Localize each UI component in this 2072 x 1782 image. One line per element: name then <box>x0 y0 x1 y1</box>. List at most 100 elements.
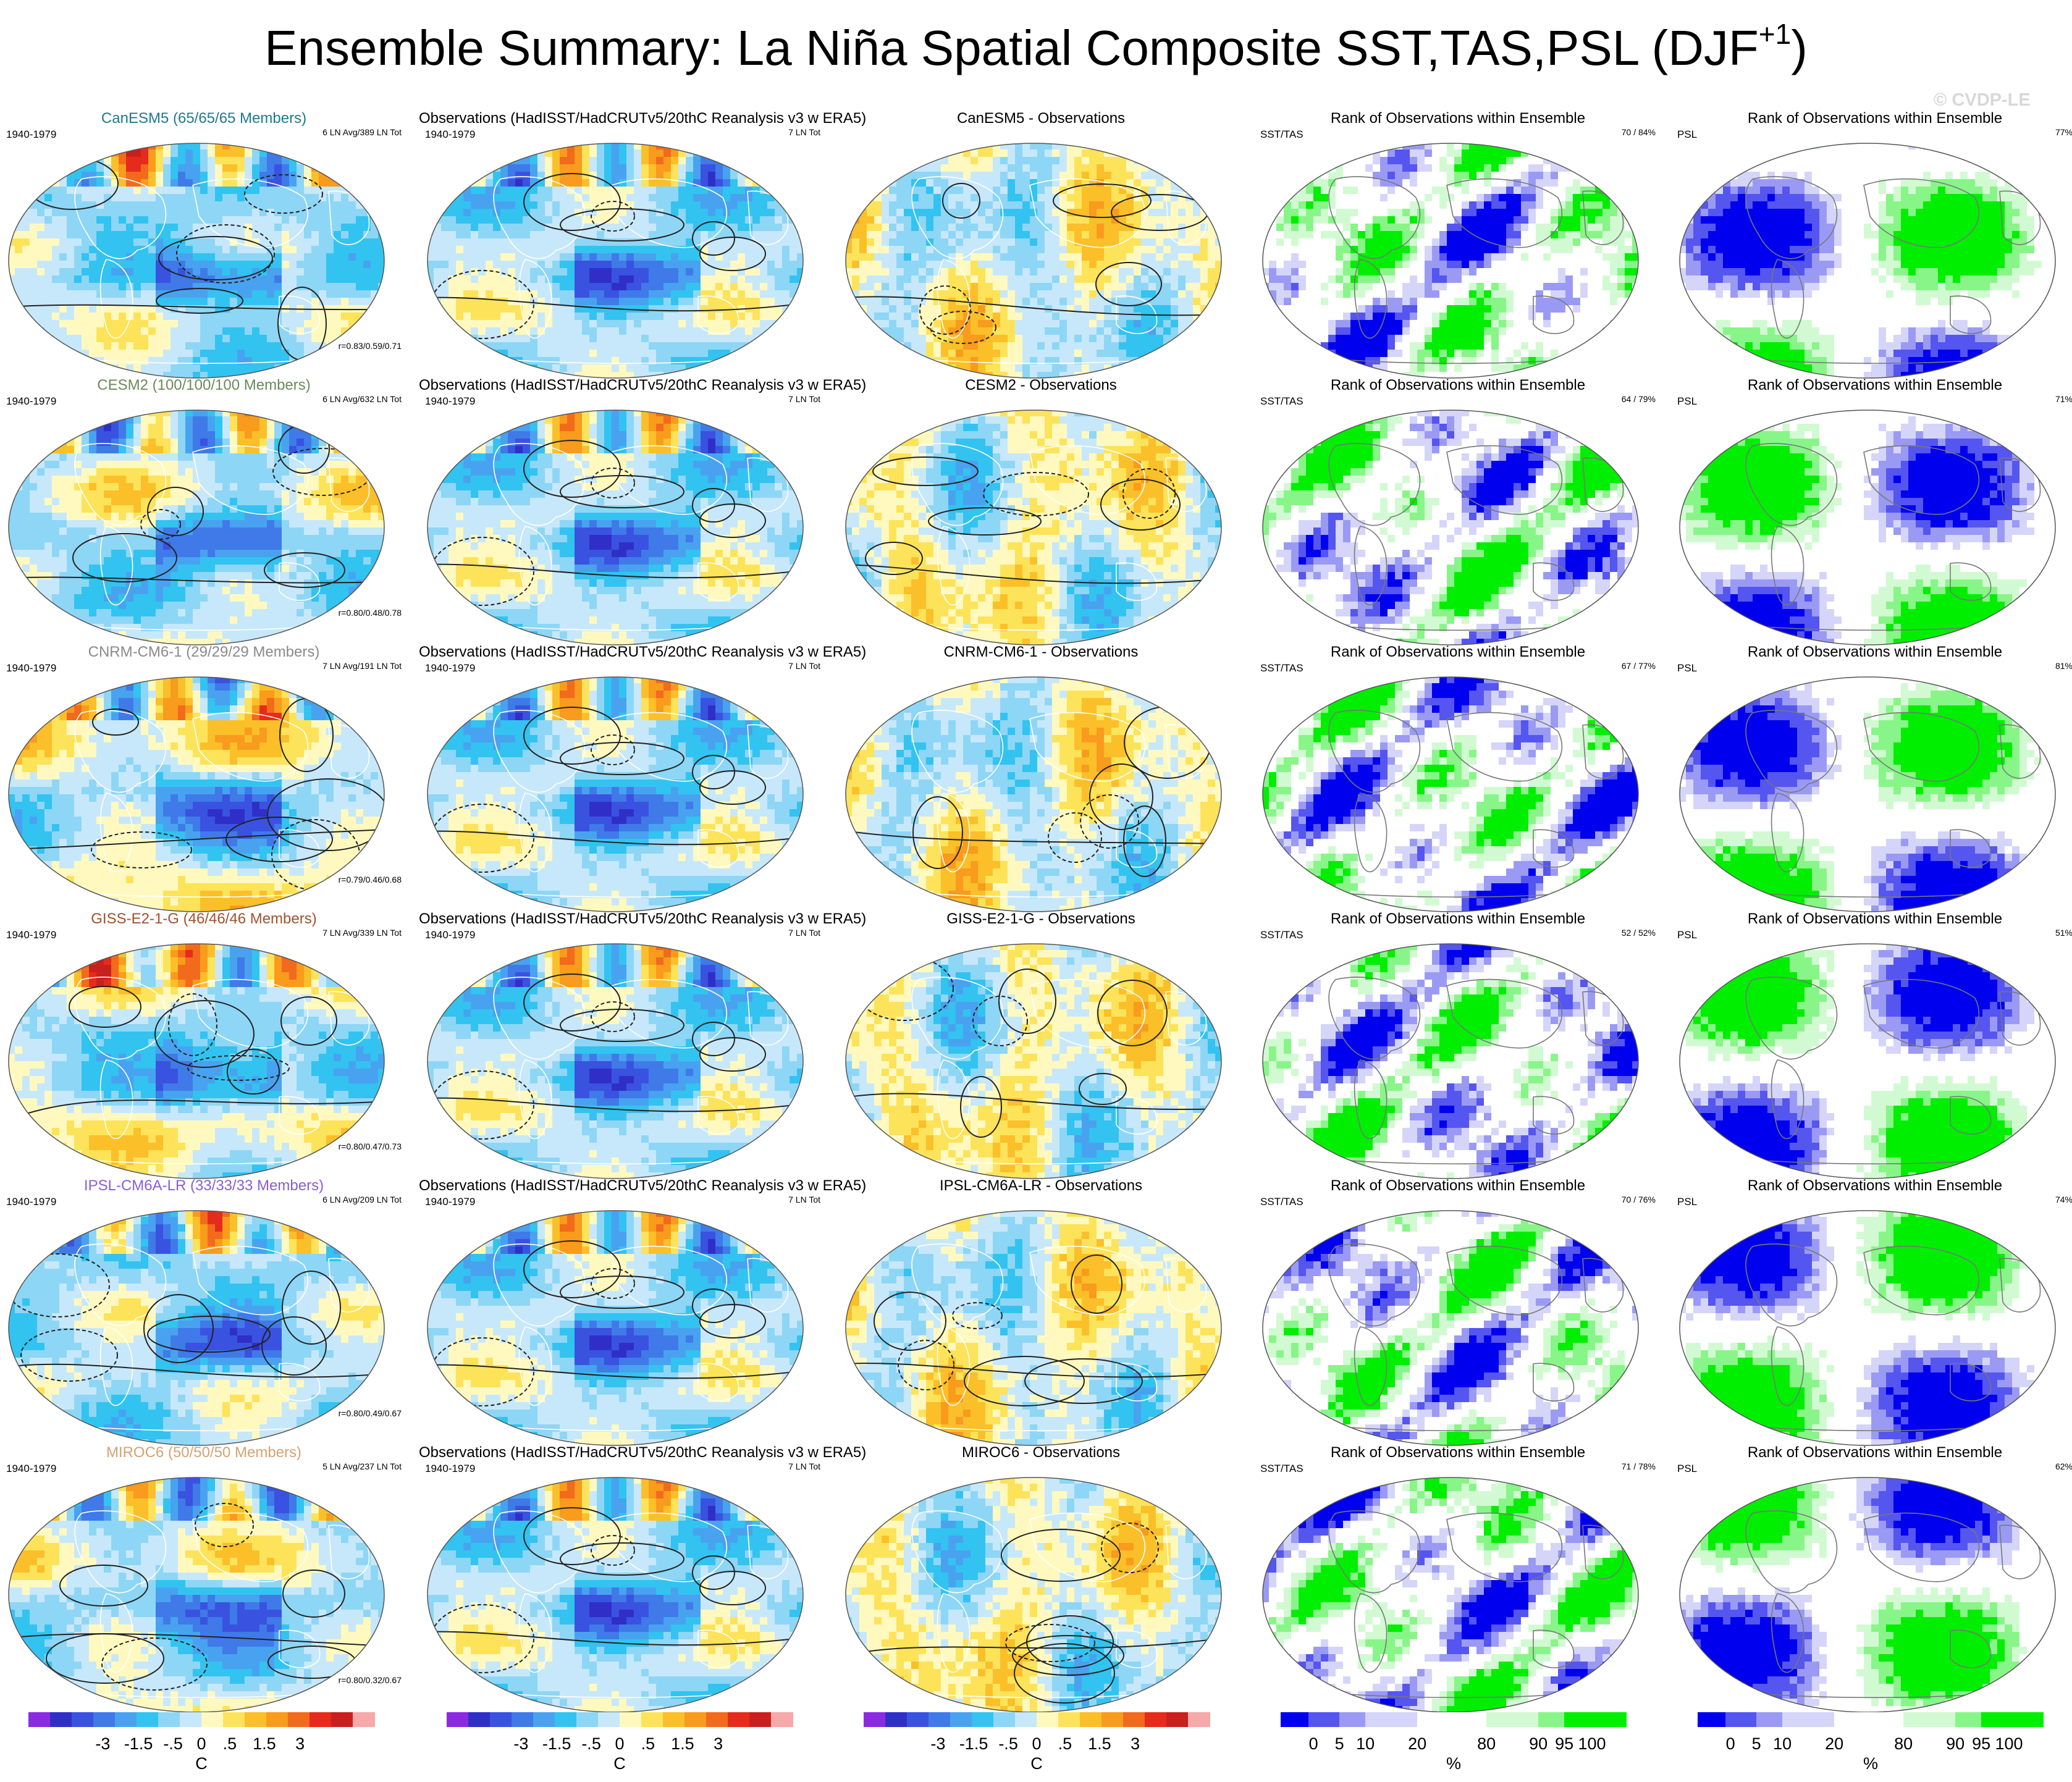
observations-map <box>427 1477 804 1713</box>
sst-colorbar <box>447 1712 793 1731</box>
sst-rank-percent: 71 / 78% <box>1622 1461 1656 1471</box>
colorbar-swatch <box>706 1712 728 1727</box>
difference-map <box>845 943 1222 1179</box>
colorbar-swatch <box>907 1712 929 1727</box>
psl-label: PSL <box>1677 929 1697 941</box>
colorbar-swatch <box>864 1712 886 1727</box>
model-composite-map <box>8 1477 385 1713</box>
obs-count-label: 7 LN Tot <box>788 928 820 938</box>
period-label: 1940-1979 <box>425 395 475 408</box>
colorbar-swatch <box>1166 1712 1189 1727</box>
difference-map <box>845 1477 1222 1713</box>
obs-count-label: 7 LN Tot <box>788 394 820 404</box>
colorbar-swatch <box>288 1712 310 1727</box>
sst-tas-label: SST/TAS <box>1260 128 1303 141</box>
sst-rank-panel: Rank of Observations within Ensemble SST/… <box>1254 93 1662 379</box>
colorbar-swatch <box>728 1712 750 1727</box>
model-composite-panel: IPSL-CM6A-LR (33/33/33 Members) 1940-1979… <box>0 1160 408 1446</box>
psl-rank-percent: 81% <box>2055 661 2072 671</box>
obs-count-label: 7 LN Tot <box>788 1461 820 1471</box>
colorbar-tick-label: .5 <box>1058 1734 1072 1754</box>
colorbar-swatch <box>1834 1712 1904 1727</box>
difference-panel: CNRM-CM6-1 - Observations <box>837 626 1245 912</box>
colorbar-swatch <box>1015 1712 1037 1727</box>
colorbar-tick-label: 0 <box>1309 1734 1318 1754</box>
model-composite-panel: CESM2 (100/100/100 Members) 1940-1979 6 LN… <box>0 359 408 645</box>
psl-rank-panel: Rank of Observations within Ensemble PSL 5… <box>1671 893 2072 1179</box>
pattern-correlation-label: r=0.80/0.48/0.78 <box>339 608 402 618</box>
colorbar-tick-label: 90 <box>1946 1734 1965 1754</box>
difference-map <box>845 143 1222 379</box>
difference-title: GISS-E2-1-G - Observations <box>837 910 1245 928</box>
observations-panel: Observations (HadISST/HadCRUTv5/20thC Re… <box>419 626 866 912</box>
colorbar-swatch <box>1417 1712 1487 1727</box>
rank-title: Rank of Observations within Ensemble <box>1671 1177 2072 1195</box>
psl-rank-panel: Rank of Observations within Ensemble PSL 6… <box>1671 1427 2072 1713</box>
period-label: 1940-1979 <box>6 929 56 941</box>
colorbar-swatch <box>620 1712 642 1727</box>
colorbar-tick-label: 0 <box>196 1734 206 1754</box>
colorbar-swatch <box>115 1712 137 1727</box>
sst-rank-map <box>1262 676 1639 912</box>
observations-title: Observations (HadISST/HadCRUTv5/20thC Re… <box>419 1177 866 1195</box>
colorbar-unit-label: C <box>613 1754 626 1773</box>
observations-panel: Observations (HadISST/HadCRUTv5/20thC Re… <box>419 1427 866 1713</box>
model-members-title: IPSL-CM6A-LR (33/33/33 Members) <box>0 1177 408 1195</box>
colorbar-swatch <box>28 1712 51 1727</box>
psl-label: PSL <box>1677 1196 1697 1208</box>
colorbar-swatch <box>1080 1712 1102 1727</box>
rank-title: Rank of Observations within Ensemble <box>1671 1444 2072 1461</box>
pattern-correlation-label: r=0.80/0.49/0.67 <box>339 1408 402 1418</box>
colorbar-tick-label: 3 <box>295 1734 305 1754</box>
period-label: 1940-1979 <box>6 662 56 675</box>
model-composite-map <box>8 143 385 379</box>
colorbar-swatch <box>1538 1712 1565 1727</box>
rank-title: Rank of Observations within Ensemble <box>1671 910 2072 928</box>
colorbar-swatch <box>1725 1712 1757 1727</box>
pattern-correlation-label: r=0.80/0.47/0.73 <box>339 1141 402 1151</box>
colorbar-tick-label: -.5 <box>998 1734 1018 1754</box>
colorbar-swatch <box>885 1712 908 1727</box>
colorbar-unit-label: C <box>195 1754 208 1773</box>
model-composite-panel: MIROC6 (50/50/50 Members) 1940-1979 5 LN A… <box>0 1427 408 1713</box>
observations-panel: Observations (HadISST/HadCRUTv5/20thC Re… <box>419 1160 866 1446</box>
colorbar-swatch <box>950 1712 972 1727</box>
difference-title: IPSL-CM6A-LR - Observations <box>837 1177 1245 1195</box>
colorbar-swatch <box>223 1712 245 1727</box>
rank-colorbar <box>1281 1712 1627 1731</box>
colorbar-swatch <box>533 1712 555 1727</box>
colorbar-tick-label: -1.5 <box>959 1734 988 1754</box>
psl-rank-map <box>1679 410 2056 645</box>
psl-rank-map <box>1679 1210 2056 1446</box>
sst-rank-panel: Rank of Observations within Ensemble SST/… <box>1254 359 1662 645</box>
colorbar-swatch <box>158 1712 180 1727</box>
rank-title: Rank of Observations within Ensemble <box>1671 110 2072 127</box>
colorbar-unit-label: C <box>1030 1754 1043 1773</box>
colorbar-swatch <box>1955 1712 1982 1727</box>
colorbar-swatch <box>1308 1712 1340 1727</box>
colorbar-tick-label: 5 <box>1752 1734 1761 1754</box>
psl-rank-percent: 74% <box>2055 1195 2072 1204</box>
observations-title: Observations (HadISST/HadCRUTv5/20thC Re… <box>419 377 866 394</box>
sst-rank-map <box>1262 1477 1639 1713</box>
pattern-correlation-label: r=0.79/0.46/0.68 <box>339 875 402 885</box>
copyright-watermark: © CVDP-LE <box>1934 90 2031 111</box>
observations-panel: Observations (HadISST/HadCRUTv5/20thC Re… <box>419 893 866 1179</box>
colorbar-swatch <box>1037 1712 1059 1727</box>
sst-rank-percent: 70 / 84% <box>1622 127 1656 137</box>
psl-rank-panel: Rank of Observations within Ensemble PSL 7… <box>1671 359 2072 645</box>
psl-rank-map <box>1679 1477 2056 1713</box>
period-label: 1940-1979 <box>6 1463 56 1475</box>
colorbar-tick-label: 0 <box>1726 1734 1735 1754</box>
sst-rank-panel: Rank of Observations within Ensemble SST/… <box>1254 626 1662 912</box>
colorbar-tick-label: .5 <box>641 1734 655 1754</box>
difference-title: CanESM5 - Observations <box>837 110 1245 127</box>
colorbar-tick-label: 95 <box>1972 1734 1990 1754</box>
difference-map <box>845 410 1222 645</box>
colorbar-tick-label: 95 <box>1555 1734 1573 1754</box>
observations-title: Observations (HadISST/HadCRUTv5/20thC Re… <box>419 910 866 928</box>
colorbar-tick-label: -.5 <box>163 1734 183 1754</box>
observations-panel: Observations (HadISST/HadCRUTv5/20thC Re… <box>419 359 866 645</box>
la-nina-count-label: 7 LN Avg/339 LN Tot <box>322 928 402 938</box>
colorbar-swatch <box>353 1712 375 1727</box>
